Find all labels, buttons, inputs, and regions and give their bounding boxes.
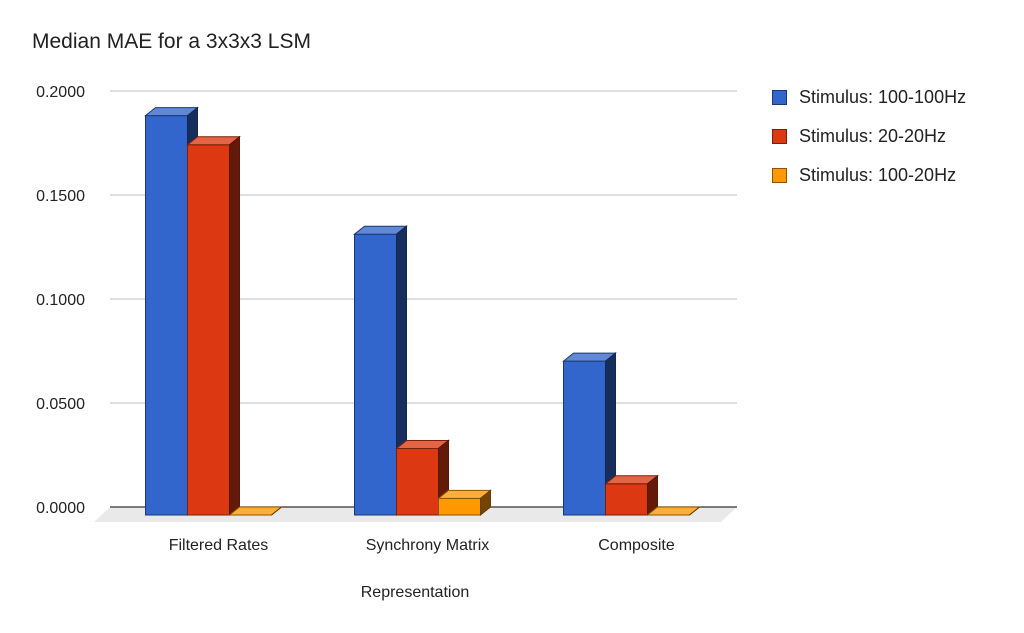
legend-item: Stimulus: 100-20Hz: [772, 156, 966, 195]
bar-front: [563, 360, 606, 516]
legend-item: Stimulus: 20-20Hz: [772, 117, 966, 156]
legend-item: Stimulus: 100-100Hz: [772, 78, 966, 117]
x-tick-label: Filtered Rates: [169, 537, 269, 554]
bar-side: [480, 489, 491, 517]
y-tick-label: 0.1000: [36, 292, 85, 309]
legend-label: Stimulus: 100-100Hz: [799, 87, 967, 107]
legend-swatch: [772, 90, 787, 105]
y-tick-label: 0.2000: [36, 84, 85, 101]
legend-swatch: [772, 168, 787, 183]
bar-front: [605, 483, 648, 516]
bar-front: [354, 233, 397, 516]
bar-front: [187, 144, 230, 516]
bar-side: [689, 506, 700, 516]
bar-side: [271, 506, 282, 516]
x-tick-label: Synchrony Matrix: [366, 537, 490, 554]
y-tick-label: 0.1500: [36, 188, 85, 205]
y-tick-label: 0.0000: [36, 500, 85, 517]
chart-title: Median MAE for a 3x3x3 LSM: [32, 30, 311, 53]
bar: [604, 474, 659, 517]
bar-front: [145, 115, 188, 516]
bar: [437, 489, 492, 517]
bar: [228, 506, 283, 516]
bar: [186, 135, 241, 517]
y-tick-label: 0.0500: [36, 396, 85, 413]
legend: Stimulus: 100-100Hz Stimulus: 20-20Hz Stim…: [772, 78, 966, 195]
legend-label: Stimulus: 20-20Hz: [799, 126, 947, 146]
bar: [646, 506, 701, 516]
bar-front: [396, 447, 439, 516]
x-axis-title: Representation: [361, 584, 470, 601]
bar-side: [229, 135, 240, 517]
legend-label: Stimulus: 100-20Hz: [799, 165, 957, 185]
bar: [562, 352, 617, 517]
bar-front: [438, 497, 481, 516]
legend-swatch: [772, 129, 787, 144]
x-tick-label: Composite: [598, 537, 675, 554]
